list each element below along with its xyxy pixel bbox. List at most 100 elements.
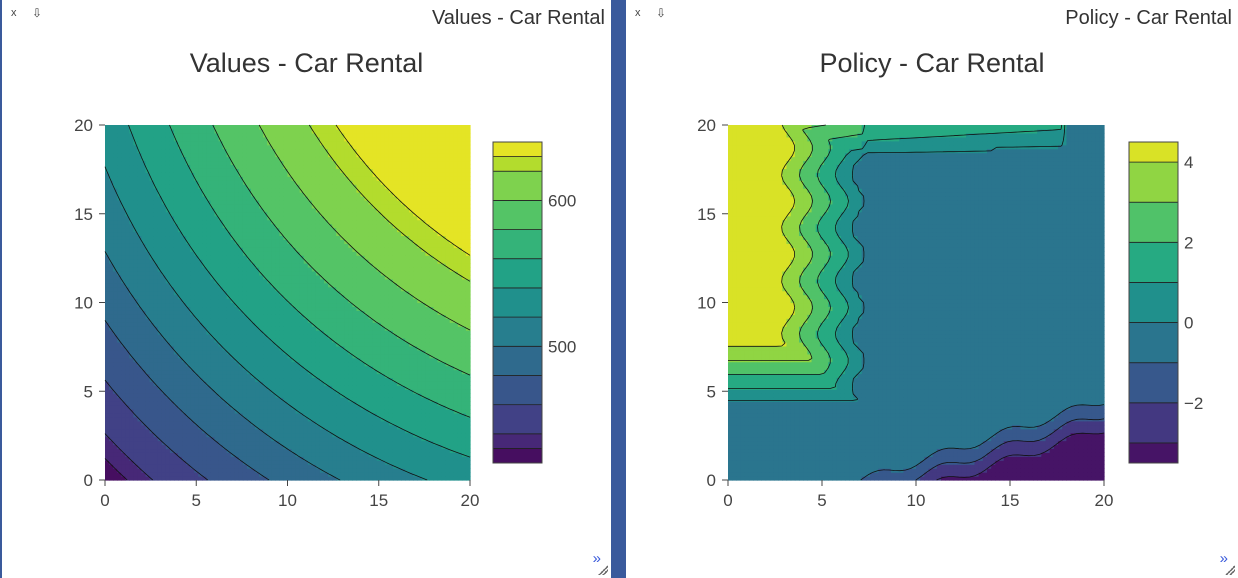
contour-cell [137,424,143,430]
contour-cell [137,255,143,260]
contour-cell [145,436,151,442]
contour-cell [271,389,276,394]
contour-cell [113,176,118,181]
contour-cell [319,409,325,414]
contour-cell [295,338,301,343]
contour-cell [242,184,248,189]
contour-cell [206,203,212,209]
contour-cell [287,306,293,311]
contour-cell [214,267,220,272]
contour-cell [178,263,183,268]
contour-cell [267,373,272,379]
contour-cell [178,468,183,473]
contour-cell [230,227,236,233]
contour-cell [328,476,333,481]
contour-cell [307,393,313,398]
contour-cell [129,192,134,197]
contour-cell [226,412,232,418]
contour-cell [194,468,199,473]
contour-cell [149,456,155,461]
contour-cell [238,464,244,469]
contour-cell [178,361,183,367]
contour-cell [105,318,110,323]
contour-cell [226,468,232,473]
contour-cell [307,365,313,371]
contour-cell [251,401,256,406]
contour-cell [234,353,240,359]
contour-cell [291,274,297,280]
contour-cell [234,298,240,304]
contour-cell [255,203,260,209]
contour-cell [145,132,151,138]
contour-cell [242,456,248,461]
contour-cell [190,302,195,308]
contour-cell [242,302,248,308]
contour-cell [238,274,244,280]
contour-cell [267,448,272,453]
contour-cell [315,243,321,248]
contour-cell [145,243,151,248]
contour-cell [242,148,248,154]
contour-cell [251,412,256,418]
dock-icon[interactable]: ⇩ [32,6,43,20]
contour-cell [303,207,309,213]
contour-cell [242,381,248,386]
contour-cell [165,140,171,146]
contour-cell [303,341,309,347]
contour-cell [291,341,297,347]
contour-cell [169,353,175,359]
contour-cell [263,302,268,308]
contour-cell [141,448,147,453]
contour-cell [202,160,207,166]
contour-cell [141,164,147,169]
contour-cell [238,168,244,173]
contour-cell [218,357,224,363]
contour-cell [315,424,321,430]
contour-cell [283,369,289,375]
contour-cell [182,345,187,351]
contour-cell [287,235,293,240]
contour-cell [283,270,289,276]
contour-cell [129,211,134,217]
contour-cell [307,472,313,477]
contour-cell [141,298,147,304]
contour-cell [267,353,272,359]
contour-cell [303,401,309,406]
contour-cell [149,168,155,173]
close-icon[interactable]: x [11,7,17,19]
contour-cell [246,448,252,453]
contour-cell [218,353,224,359]
contour-cell [210,322,216,327]
contour-cell [125,231,130,237]
contour-cell [210,128,216,134]
contour-cell [178,294,183,300]
contour-cell [218,247,224,252]
contour-cell [182,215,187,221]
contour-cell [173,361,179,367]
contour-cell [238,428,244,434]
contour-cell [267,464,272,469]
contour-cell [157,393,163,398]
contour-cell [157,215,163,221]
contour-cell [251,251,256,256]
contour-cell [218,148,224,154]
contour-cell [251,168,256,173]
contour-cell [214,207,220,213]
contour-cell [226,472,232,477]
contour-cell [263,472,268,477]
contour-cell [153,125,159,130]
contour-cell [251,476,256,481]
contour-cell [283,128,289,134]
contour-cell [194,341,199,347]
contour-cell [117,255,122,260]
contour-cell [303,168,309,173]
contour-cell [319,456,325,461]
contour-cell [198,128,203,134]
contour-cell [328,365,333,371]
contour-cell [157,448,163,453]
contour-cell [242,310,248,315]
contour-cell [242,432,248,438]
contour-cell [121,227,126,233]
contour-cell [125,188,130,193]
contour-cell [165,125,171,130]
